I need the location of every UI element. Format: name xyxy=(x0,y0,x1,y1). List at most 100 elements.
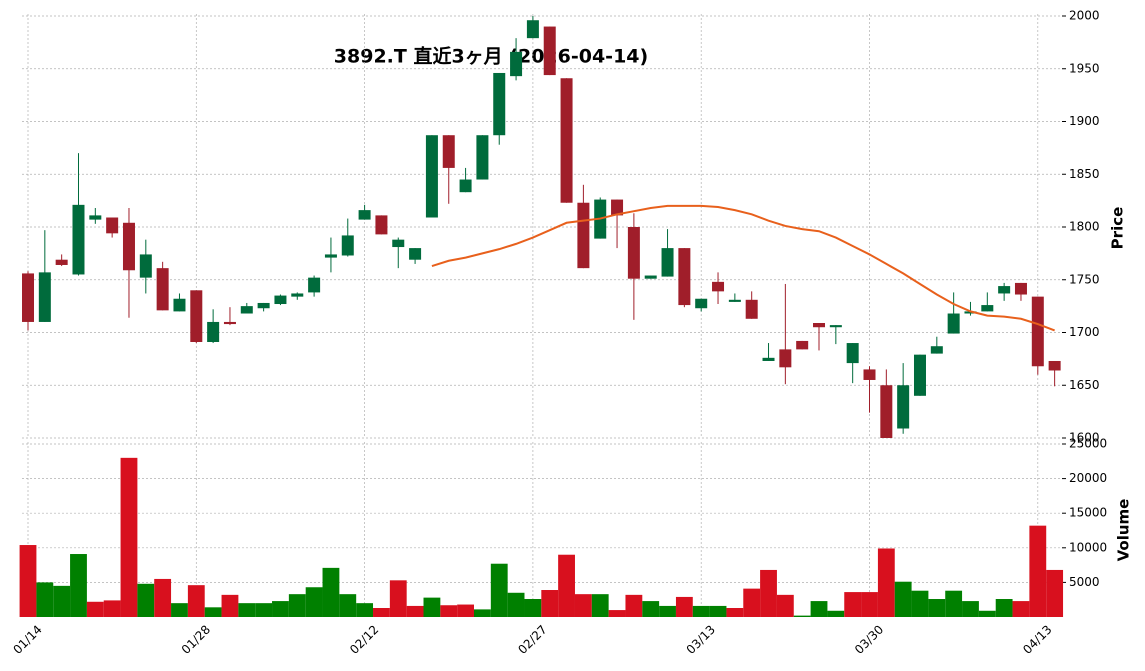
x-tick-label: 02/27 xyxy=(515,622,549,656)
candle-body xyxy=(947,313,960,334)
candle-body xyxy=(998,286,1011,294)
candle-body xyxy=(510,51,523,77)
candle-body xyxy=(122,222,135,271)
volume-bar xyxy=(389,580,407,617)
x-tick-label: 02/12 xyxy=(347,622,381,656)
x-tick-label: 01/14 xyxy=(10,622,44,656)
volume-bar xyxy=(36,582,54,617)
volume-bar xyxy=(86,601,104,617)
candle-body xyxy=(526,20,539,39)
candle-body xyxy=(745,299,758,319)
candle-body xyxy=(897,385,910,429)
volume-bar xyxy=(1012,601,1030,617)
volume-bar xyxy=(659,605,676,617)
volume-bar xyxy=(743,588,761,617)
volume-bar xyxy=(861,592,878,617)
candle-body xyxy=(695,298,708,309)
volume-bar xyxy=(541,590,559,617)
candle-body xyxy=(627,227,640,279)
candle-body xyxy=(274,295,287,305)
candle-body xyxy=(358,210,371,220)
volume-bar xyxy=(1046,569,1064,617)
y-tick-label: 1950 xyxy=(1069,61,1100,75)
y-tick-label: 25000 xyxy=(1069,437,1107,451)
candle-body xyxy=(644,275,657,279)
y-tick-label: 1800 xyxy=(1069,220,1100,234)
candle-body xyxy=(476,135,489,180)
volume-bar xyxy=(558,554,575,617)
volume-bar xyxy=(70,554,87,617)
candle-body xyxy=(341,235,354,256)
candle-body xyxy=(223,321,236,325)
candle-body xyxy=(678,248,691,306)
candle-body xyxy=(459,179,472,193)
volume-bar xyxy=(19,545,37,617)
x-tick-label: 04/13 xyxy=(1020,622,1054,656)
candle-body xyxy=(543,26,556,76)
volume-bar xyxy=(255,603,273,617)
volume-bar xyxy=(406,605,424,617)
volume-bar xyxy=(793,615,811,617)
candle-body xyxy=(577,202,590,269)
candle-body xyxy=(728,299,741,302)
candle-body xyxy=(240,306,253,314)
candle-body xyxy=(813,323,826,328)
volume-bar xyxy=(978,610,996,617)
volume-bar xyxy=(810,601,828,617)
volume-bar xyxy=(322,567,340,617)
candle-body xyxy=(291,293,304,297)
candle-body xyxy=(308,277,321,293)
candle-body xyxy=(173,298,186,312)
volume-bar xyxy=(709,605,727,617)
y-tick-label: 5000 xyxy=(1069,575,1100,589)
y-tick-label: 15000 xyxy=(1069,506,1107,520)
moving-average-line xyxy=(431,204,1055,332)
x-tick-label: 03/30 xyxy=(852,622,886,656)
candle-body xyxy=(72,204,85,275)
candle-body xyxy=(207,321,220,342)
candle-body xyxy=(611,199,624,216)
volume-bar xyxy=(305,587,323,617)
volume-bar xyxy=(591,594,609,617)
y-tick-label: 1850 xyxy=(1069,167,1100,181)
x-tick-label: 03/13 xyxy=(684,622,718,656)
candle-body xyxy=(913,354,926,396)
volume-bar xyxy=(339,594,357,617)
volume-bar xyxy=(238,603,256,617)
volume-bar xyxy=(272,601,289,617)
y-tick-label: 10000 xyxy=(1069,540,1107,554)
candle-body xyxy=(89,215,102,220)
volume-bar xyxy=(423,597,441,617)
candle-body xyxy=(560,78,573,203)
y-tick-label: 1750 xyxy=(1069,272,1100,286)
candle-body xyxy=(930,346,943,354)
volume-bar xyxy=(692,605,710,617)
candle-body xyxy=(375,215,388,235)
volume-bar xyxy=(171,603,188,617)
candle-body xyxy=(106,217,119,234)
candle-body xyxy=(425,135,438,218)
volume-bar xyxy=(844,592,862,617)
volume-bar xyxy=(945,590,963,617)
volume-bar xyxy=(625,594,643,617)
y-axis-label: Price xyxy=(1109,207,1127,250)
candle-body xyxy=(409,248,422,260)
volume-bar xyxy=(103,600,121,617)
volume-bar xyxy=(726,608,744,617)
volume-bar xyxy=(53,585,71,617)
candle-body xyxy=(1048,360,1061,371)
y-tick-label: 20000 xyxy=(1069,471,1107,485)
volume-bar xyxy=(524,599,542,617)
candle-body xyxy=(22,273,34,322)
volume-bar xyxy=(473,609,491,617)
volume-bar xyxy=(507,592,525,617)
candle-body xyxy=(863,369,876,380)
candle-body xyxy=(156,268,169,311)
candle-body xyxy=(55,259,68,265)
candle-body xyxy=(829,325,842,328)
volume-bar xyxy=(911,590,929,617)
chart-title: 3892.T 直近3ヶ月 (2026-04-14) xyxy=(334,45,648,68)
volume-bar xyxy=(187,585,205,617)
candle-body xyxy=(324,254,337,258)
volume-bar xyxy=(137,583,155,617)
